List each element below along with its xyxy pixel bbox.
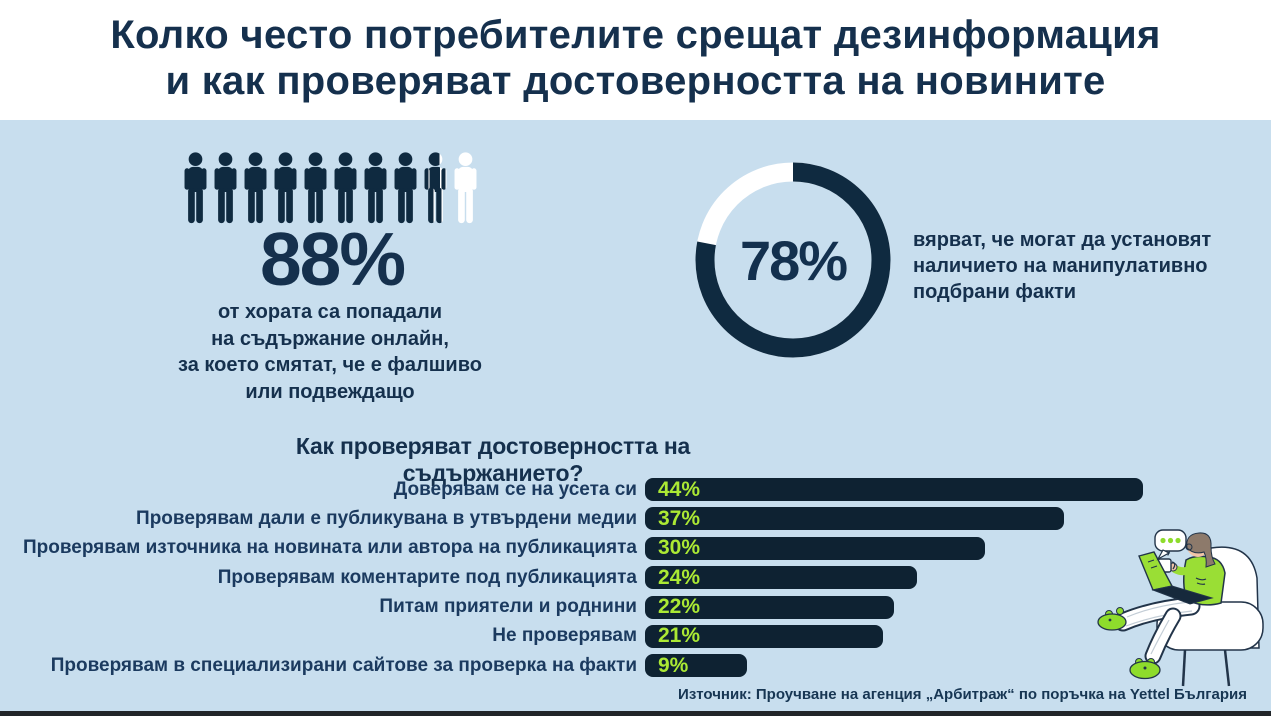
person-icon xyxy=(272,149,299,227)
leg xyxy=(1146,609,1180,663)
arm xyxy=(1171,565,1194,576)
bubble-dot xyxy=(1175,537,1181,544)
people-stat-line: на съдържание онлайн, xyxy=(211,327,449,350)
people-stat-line: от хората са попадали xyxy=(217,301,443,323)
bar-row: Не проверявам 21% xyxy=(0,624,1143,648)
bar-rows: Доверявам се на усета си 44% Проверявам да… xyxy=(0,478,1143,684)
people-icons xyxy=(182,149,479,227)
people-stat-value: 88% xyxy=(259,217,406,301)
person-icon xyxy=(182,149,209,227)
shirt-print xyxy=(1195,577,1207,585)
bar-label: Не проверявам xyxy=(492,625,637,647)
page-title-line2: и как проверяват достоверността на новин… xyxy=(165,59,1106,103)
bar: 9% xyxy=(645,653,747,678)
mug-handle xyxy=(1171,561,1176,570)
slipper xyxy=(1129,658,1161,680)
donut-stat-line: вярват, че могат да установят xyxy=(913,229,1212,251)
bar-label: Доверявам се на усета си xyxy=(393,478,637,500)
person-illustration xyxy=(1097,529,1264,687)
speech-bubble xyxy=(1154,529,1187,561)
page-title-line1: Колко често потребителите срещат дезинфо… xyxy=(110,13,1161,57)
leg xyxy=(1115,598,1199,630)
donut-stat-value: 78% xyxy=(739,228,848,292)
pants-stripe xyxy=(1125,610,1193,627)
donut-stat-line: подбрани факти xyxy=(913,281,1077,303)
bar-row: Проверявам дали е публикувана в утвърден… xyxy=(0,506,1143,531)
armchair-leg xyxy=(1181,649,1187,687)
bar: 44% xyxy=(645,478,1143,501)
bar: 21% xyxy=(645,624,883,648)
bar-value: 44% xyxy=(658,477,701,501)
bar-value: 24% xyxy=(658,565,701,589)
bar-value: 37% xyxy=(658,506,701,530)
donut-stat-description: вярват, че могат да установят наличието … xyxy=(913,227,1211,305)
person-icon xyxy=(362,149,389,227)
bar: 22% xyxy=(645,595,894,619)
bubble-dot xyxy=(1167,537,1174,544)
content-background xyxy=(0,120,1271,711)
bar-label: Проверявам източника на новината или авт… xyxy=(22,537,637,559)
donut-stat-line: наличието на манипулативно xyxy=(913,255,1208,277)
bar-row: Доверявам се на усета си 44% xyxy=(0,478,1143,501)
bubble-dot xyxy=(1160,537,1166,544)
donut-chart xyxy=(695,162,891,358)
laptop-screen-print xyxy=(1147,559,1158,569)
bar-row: Проверявам коментарите под публикацията 2… xyxy=(0,565,1143,590)
pants-stripe xyxy=(1150,619,1170,655)
person-icon xyxy=(212,149,239,227)
source-note: Източник: Проучване на агенция „Арбитраж… xyxy=(678,686,1247,703)
people-stat-line: или подвеждащо xyxy=(245,380,415,403)
people-stat-line: за което смятат, че е фалшиво xyxy=(178,354,482,376)
hair xyxy=(1186,532,1216,568)
bar-value: 22% xyxy=(658,595,701,619)
bar-label: Проверявам дали е публикувана в утвърден… xyxy=(136,507,637,529)
bar-chart-title: Как проверяват достоверността на съдържа… xyxy=(295,433,691,486)
slipper xyxy=(1097,607,1127,631)
person-icon xyxy=(332,149,359,227)
bar-row: Проверявам в специализирани сайтове за п… xyxy=(0,653,1143,678)
pants-stripe xyxy=(1126,601,1190,618)
bar-row: Питам приятели и роднини 22% xyxy=(0,595,1143,619)
glasses xyxy=(1185,543,1193,551)
footer-strip xyxy=(0,711,1271,716)
bar-label: Питам приятели и роднини xyxy=(379,596,637,618)
bar-value: 30% xyxy=(658,536,701,560)
person-icon xyxy=(452,149,479,227)
laptop-base xyxy=(1151,585,1214,605)
bar: 37% xyxy=(645,506,1064,531)
person-icon xyxy=(392,149,419,227)
person-icon xyxy=(422,149,449,227)
person-icon xyxy=(242,149,269,227)
bar-value: 9% xyxy=(658,653,689,677)
bar-label: Проверявам коментарите под публикацията xyxy=(217,566,637,588)
donut-arc xyxy=(695,162,891,358)
bar: 24% xyxy=(645,565,917,590)
bar-value: 21% xyxy=(658,624,701,648)
bar-label: Проверявам в специализирани сайтове за п… xyxy=(50,654,637,676)
bar-row: Проверявам източника на новината или авт… xyxy=(0,536,1143,560)
page-title: Колко често потребителите срещат дезинфо… xyxy=(0,12,1271,104)
armchair-leg xyxy=(1223,649,1231,687)
bar: 30% xyxy=(645,536,985,560)
person-icon xyxy=(302,149,329,227)
people-stat-description: от хората са попадали на съдържание онла… xyxy=(110,299,550,405)
